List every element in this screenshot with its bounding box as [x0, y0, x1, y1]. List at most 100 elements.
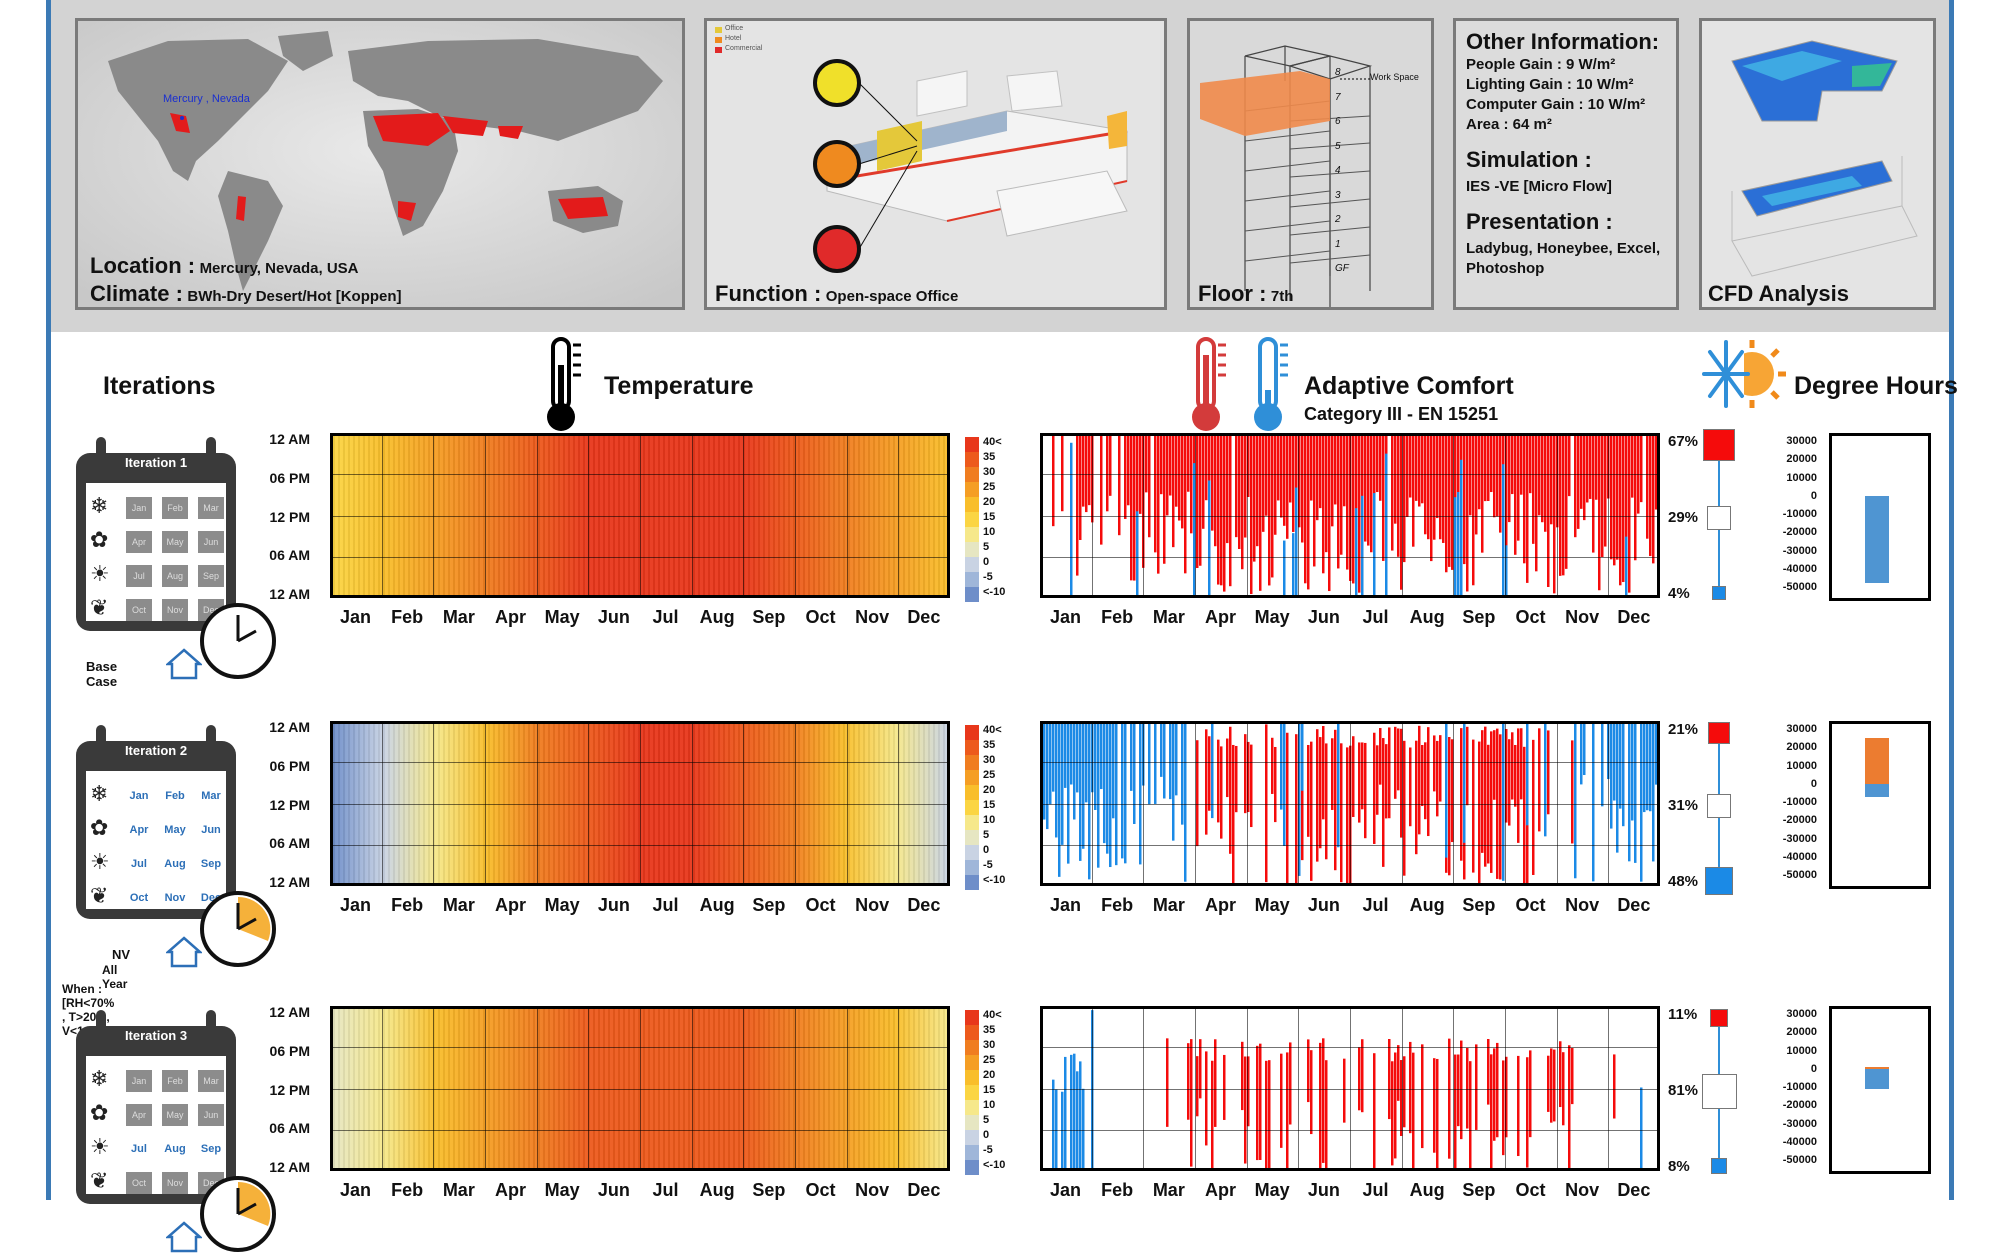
month-label: Jun — [597, 1180, 630, 1200]
comfort-hot-mark — [1250, 436, 1253, 595]
comfort-hot-mark — [1571, 740, 1574, 844]
comfort-hot-mark — [1085, 436, 1088, 513]
month-label: Nov — [855, 1180, 890, 1200]
grid-line — [1043, 474, 1657, 476]
comfort-hot-mark — [1520, 728, 1523, 800]
comfort-hot-mark — [1613, 1054, 1616, 1119]
month-label: Nov — [1565, 895, 1600, 915]
month-label: Aug — [1409, 607, 1445, 627]
calendar-month-cell: Feb — [162, 497, 188, 519]
calendar-month-cell: Jan — [126, 497, 152, 519]
comfort-cold-mark — [1373, 493, 1376, 595]
legend-swatch — [965, 740, 979, 755]
comfort-hot-mark — [1379, 436, 1382, 501]
month-label: Oct — [805, 895, 836, 915]
comfort-hot-mark — [1325, 1060, 1328, 1168]
month-label: Mar — [1152, 1180, 1185, 1200]
degree-hours-tick: 0 — [1810, 777, 1817, 790]
month-label: Dec — [907, 895, 941, 915]
iterations-title: Iterations — [103, 372, 216, 400]
function-value: Open-space Office — [825, 288, 959, 305]
comfort-cold-mark — [1130, 724, 1133, 791]
comfort-hot-mark — [1520, 436, 1523, 495]
legend-value: 10 — [983, 1099, 996, 1111]
comfort-cold-mark — [1064, 724, 1067, 788]
comfort-hot-mark — [1361, 436, 1364, 548]
comfort-hot-mark — [1343, 1058, 1346, 1123]
comfort-hot-mark — [1142, 436, 1145, 568]
hour-label: 06 PM — [269, 757, 310, 774]
comfort-cold-mark — [1097, 724, 1100, 868]
month-label: Jun — [1307, 607, 1340, 627]
legend-swatch — [965, 1145, 979, 1160]
legend-value: 15 — [983, 1084, 996, 1096]
comfort-hot-mark — [1301, 436, 1304, 543]
comfort-hot-mark — [1427, 436, 1430, 540]
comfort-hot-mark — [1274, 436, 1277, 535]
comfort-cold-mark — [1061, 724, 1064, 845]
comfort-cold-mark — [1625, 536, 1628, 595]
comfort-hot-mark — [1487, 1039, 1490, 1105]
comfort-hot-mark — [1322, 436, 1325, 574]
calendar-month-cell: Feb — [162, 785, 188, 807]
comfort-cold-mark — [1208, 480, 1211, 595]
comfort-cold-mark — [1610, 724, 1613, 829]
legend-value: -5 — [983, 1144, 993, 1156]
comfort-cold-mark — [1631, 724, 1634, 821]
calendar-month-cell: Mar — [198, 1070, 224, 1092]
comfort-hot-mark — [1274, 746, 1277, 823]
comfort-hot-mark — [1568, 1045, 1571, 1168]
degree-hours-tick: -50000 — [1782, 869, 1817, 881]
month-label: Sep — [1462, 895, 1496, 915]
calendar-month-cell: Sep — [198, 853, 224, 875]
month-label: May — [544, 895, 580, 915]
comfort-hot-mark — [1538, 436, 1541, 516]
comfort-hot-mark — [1532, 436, 1535, 544]
degree-hours-tick: 10000 — [1786, 759, 1817, 772]
month-label: Jan — [1049, 1180, 1082, 1200]
legend-value: 15 — [983, 799, 996, 811]
comfort-cold-mark — [1043, 724, 1046, 820]
season-icon: ☀ — [90, 849, 110, 874]
comfort-cold-mark — [1463, 724, 1466, 843]
degree-hours-tick: -20000 — [1782, 526, 1817, 539]
calendar-month-cell: Jan — [126, 785, 152, 807]
month-label: Sep — [1462, 607, 1496, 627]
floor-label: Floor : — [1198, 281, 1267, 306]
comfort-hot-mark — [1397, 436, 1400, 557]
comfort-hot-mark — [1337, 436, 1340, 569]
grid-line — [1043, 556, 1657, 558]
legend-value: 10 — [983, 814, 996, 826]
comfort-neutral-percent: 81% — [1668, 1082, 1699, 1099]
degree-hours-tick: 30000 — [1786, 1008, 1817, 1020]
comfort-neutral-square — [1701, 1073, 1737, 1109]
season-icon: ❄ — [90, 781, 109, 806]
comfort-cold-mark — [1361, 495, 1364, 595]
comfort-hot-mark — [1133, 436, 1136, 581]
month-label: Sep — [752, 1180, 786, 1200]
comfort-hot-mark — [1412, 436, 1415, 547]
legend-swatch — [965, 1070, 979, 1085]
grid-line — [1043, 803, 1657, 805]
legend-value: 20 — [983, 496, 996, 508]
month-label: Feb — [391, 895, 424, 915]
legend-swatch — [965, 527, 979, 542]
comfort-hot-mark — [1433, 436, 1436, 540]
degree-hours-tick: -50000 — [1782, 1154, 1817, 1166]
comfort-hot-mark — [1532, 739, 1535, 875]
comfort-hot-mark — [1541, 436, 1544, 523]
comfort-hot-mark — [1214, 1039, 1217, 1127]
comfort-hot-mark — [1316, 729, 1319, 862]
grid-line — [1043, 762, 1657, 764]
comfort-hot-mark — [1391, 1061, 1394, 1166]
comfort-hot-mark — [1235, 436, 1238, 538]
degree-hours-cold-bar — [1865, 495, 1889, 584]
comfort-cold-mark — [1295, 487, 1298, 595]
comfort-hot-mark — [1313, 436, 1316, 567]
calendar-icon: Iteration 3 ❄ Jan Feb Mar ✿ Apr May Jun ☀ Jul Aug Se… — [74, 1008, 274, 1218]
comfort-hot-mark — [1352, 436, 1355, 584]
comfort-hot-mark — [1079, 436, 1082, 540]
comfort-hot-mark — [1523, 746, 1526, 883]
comfort-cold-mark — [1655, 724, 1657, 785]
comfort-hot-mark — [1127, 436, 1130, 506]
